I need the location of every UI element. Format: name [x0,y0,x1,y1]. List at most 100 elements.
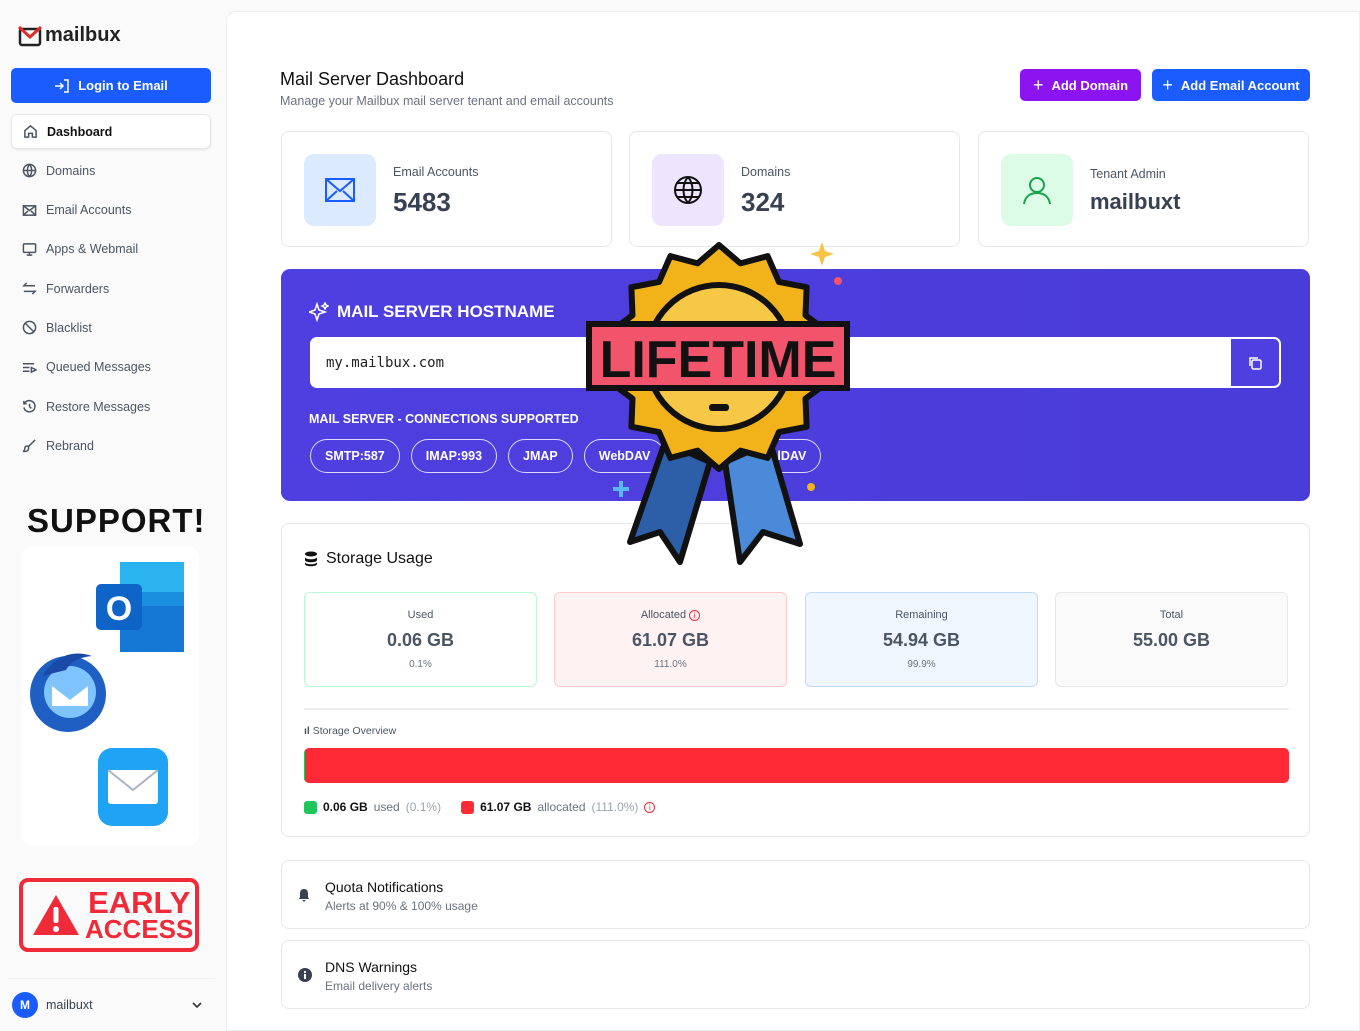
plus-icon: + [1162,74,1173,95]
outlook-icon: O [96,562,184,652]
sidebar-item-apps-webmail[interactable]: Apps & Webmail [11,232,211,267]
page-title: Mail Server Dashboard [280,69,465,89]
box-value: 55.00 GB [1132,630,1211,650]
sidebar-item-restore-messages[interactable]: Restore Messages [11,389,211,424]
early-access-badge: EARLY ACCESS [19,878,199,952]
box-label: Remaining [895,609,948,621]
sidebar-item-forwarders[interactable]: Forwarders [11,271,211,306]
notification-desc: Email delivery alerts [325,979,433,993]
storage-used-box: Used 0.06 GB 0.1% [304,592,537,687]
box-percent: 99.9% [907,659,936,670]
queue-icon [22,362,37,374]
hostname-value: my.mailbux.com [326,354,445,371]
bar-chart-icon: ıl [304,725,310,737]
globe-icon [22,163,37,178]
plus-icon: + [1032,74,1044,95]
add-domain-label: Add Domain [1051,77,1129,93]
info-icon[interactable]: i [689,610,701,621]
early-text: EARLY [88,884,191,920]
quota-notifications-card[interactable]: Quota Notifications Alerts at 90% & 100%… [281,860,1310,929]
nav-label: Email Accounts [46,203,132,218]
dns-warnings-card[interactable]: DNS Warnings Email delivery alerts [281,940,1310,1009]
stat-label: Tenant Admin [1090,167,1166,181]
lifetime-badge: LIFETIME [585,232,853,572]
legend-used-value: 0.06 GB [323,800,368,814]
divider [304,708,1289,710]
sidebar-item-dashboard[interactable]: Dashboard [11,114,211,149]
thunderbird-icon [30,653,106,732]
stat-card-domains[interactable]: Domains 324 [629,131,960,247]
login-label: Login to Email [78,78,168,93]
sidebar: mailbux Login to Email Dashboard Domains… [0,0,226,1031]
box-label: Allocated [640,609,687,621]
warning-icon [33,895,79,935]
sidebar-divider [8,978,215,979]
stat-card-tenant-admin[interactable]: Tenant Admin mailbuxt [978,131,1309,247]
stat-label: Domains [741,165,791,179]
notification-title: Quota Notifications [325,879,444,895]
sparkles-icon [309,302,329,322]
stat-value: 5483 [393,187,451,217]
stat-value: 324 [741,187,785,217]
sidebar-item-domains[interactable]: Domains [11,153,211,188]
legend-alloc-label: allocated [537,800,586,814]
box-value: 54.94 GB [882,630,961,650]
sidebar-item-queued-messages[interactable]: Queued Messages [11,350,211,385]
protocol-pill: IMAP:993 [410,439,498,473]
sidebar-item-rebrand[interactable]: Rebrand [11,428,211,463]
brand-name: mailbux [45,24,121,46]
envelope-icon [22,204,37,216]
add-email-account-button[interactable]: + Add Email Account [1152,69,1310,101]
allocated-swatch [461,800,475,814]
chevron-down-icon [192,1002,202,1009]
access-text: ACCESS [85,914,194,945]
nav-label: Forwarders [46,281,110,296]
logo[interactable]: mailbux [18,24,121,47]
avatar: M [12,992,38,1018]
nav-label: Queued Messages [46,360,151,375]
stat-value: mailbuxt [1090,189,1181,214]
nav-label: Restore Messages [46,399,151,414]
bell-icon [299,889,309,902]
nav-label: Domains [46,163,96,178]
box-percent: 111.0% [654,659,687,670]
notification-desc: Alerts at 90% & 100% usage [325,899,478,913]
login-to-email-button[interactable]: Login to Email [11,68,211,103]
box-label: Used [407,609,434,621]
envelope-icon [304,154,376,226]
sidebar-item-blacklist[interactable]: Blacklist [11,310,211,345]
legend-used-pct: (0.1%) [405,800,442,814]
overview-label: Storage Overview [312,725,397,737]
history-icon [23,399,36,413]
info-icon[interactable]: i [644,801,656,813]
copy-button[interactable] [1231,339,1279,386]
add-domain-button[interactable]: + Add Domain [1020,69,1141,101]
box-value: 61.07 GB [631,630,710,650]
connections-title: MAIL SERVER - CONNECTIONS SUPPORTED [309,412,579,426]
monitor-icon [22,243,37,256]
sidebar-nav: Dashboard Domains Email Accounts Apps & … [11,114,211,468]
nav-label: Blacklist [46,320,92,335]
user-icon [1001,154,1073,226]
storage-bar [304,748,1289,783]
hostname-title: MAIL SERVER HOSTNAME [337,302,555,321]
login-icon [55,78,69,93]
storage-allocated-box: Allocated i 61.07 GB 111.0% [554,592,787,687]
protocol-pill: JMAP [508,439,573,473]
sidebar-item-email-accounts[interactable]: Email Accounts [11,193,211,228]
box-label: Total [1159,609,1184,621]
legend-alloc-pct: (111.0%) [591,800,639,814]
mailbux-logo-icon [18,25,42,46]
storage-bar-used [304,748,306,783]
legend-used-label: used [373,800,400,814]
storage-remaining-box: Remaining 54.94 GB 99.9% [805,592,1038,687]
arrows-icon [22,282,37,295]
storage-usage-card: Storage Usage Used 0.06 GB 0.1% Allocated … [281,523,1310,837]
support-apps: O [22,546,199,846]
stat-card-email-accounts[interactable]: Email Accounts 5483 [281,131,612,247]
nav-label: Rebrand [46,438,94,453]
nav-label: Apps & Webmail [46,242,139,257]
user-menu[interactable]: M mailbuxt [12,992,202,1018]
globe-icon [652,154,724,226]
used-swatch [304,800,317,814]
